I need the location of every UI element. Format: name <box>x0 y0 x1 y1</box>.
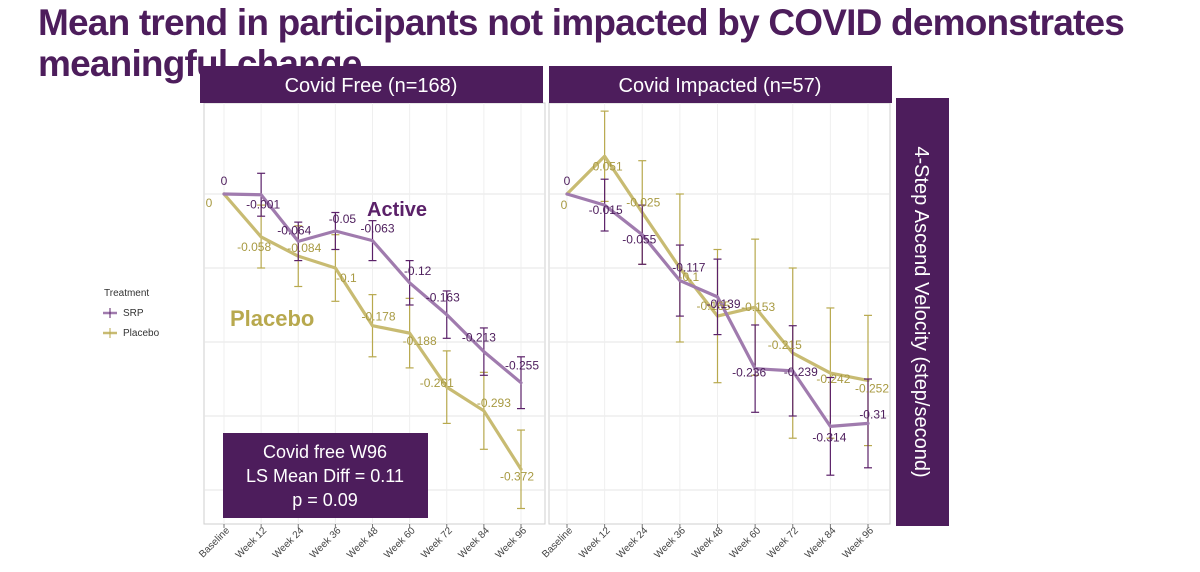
data-label-srp: -0.255 <box>505 359 539 373</box>
series-srp-panel-1 <box>565 178 872 476</box>
y-axis-banner <box>896 98 949 526</box>
x-tick-label: Baseline <box>197 525 232 560</box>
series-line-placebo <box>222 192 523 471</box>
data-label-srp: -0.163 <box>426 291 460 305</box>
ls-mean-note-box <box>223 433 428 518</box>
data-label-placebo: -0.242 <box>816 372 850 386</box>
data-label-srp: -0.236 <box>732 366 766 380</box>
data-label-srp: 0 <box>564 174 571 188</box>
x-tick-label: Baseline <box>540 525 575 560</box>
data-label-placebo: -0.293 <box>477 396 511 410</box>
data-label-srp: -0.139 <box>706 297 740 311</box>
data-label-placebo: -0.252 <box>855 381 889 395</box>
data-label-srp: 0 <box>221 174 228 188</box>
note-line-2: LS Mean Diff = 0.11 <box>246 466 404 486</box>
x-tick-label: Week 96 <box>841 525 877 561</box>
y-axis-label: 4-Step Ascend Velocity (step/second) <box>910 146 932 477</box>
x-tick-label: Week 12 <box>577 525 613 561</box>
data-label-placebo: -0.1 <box>336 271 357 285</box>
x-tick-label: Week 36 <box>652 525 688 561</box>
placebo-annotation: Placebo <box>230 306 314 331</box>
x-tick-label: Week 72 <box>765 525 801 561</box>
x-tick-label: Week 12 <box>234 525 270 561</box>
data-label-srp: -0.015 <box>589 203 623 217</box>
data-label-placebo: -0.025 <box>626 196 660 210</box>
series-line-srp <box>565 192 870 428</box>
data-label-layer: 0 -0.058 -0.084 -0.1 -0.178 -0.188 -0.261 -0.29… <box>206 159 890 483</box>
data-label-placebo: -0.372 <box>500 469 534 483</box>
facet-banner-covid-impacted <box>549 66 892 103</box>
legend-item-srp: SRP <box>103 308 144 319</box>
data-label-srp: -0.31 <box>859 407 887 421</box>
data-label-srp: -0.05 <box>329 212 357 226</box>
x-tick-label: Week 84 <box>456 525 492 561</box>
data-label-placebo: -0.165 <box>696 299 730 313</box>
data-label-placebo: 0 <box>206 196 213 210</box>
data-label-srp: -0.055 <box>622 233 656 247</box>
series-srp-panel-0 <box>222 172 525 410</box>
x-tick-label: Week 24 <box>615 525 651 561</box>
data-label-placebo: -0.261 <box>420 376 454 390</box>
data-label-srp: -0.12 <box>404 264 432 278</box>
data-label-placebo: -0.1 <box>679 270 700 284</box>
data-label-srp: -0.117 <box>672 261 705 275</box>
x-tick-label: Week 48 <box>345 525 381 561</box>
x-tick-label: Week 60 <box>728 525 764 561</box>
x-tick-label: Week 84 <box>803 525 839 561</box>
data-label-srp: -0.001 <box>246 198 280 212</box>
x-tick-label: Week 36 <box>308 525 344 561</box>
series-layer <box>222 110 872 510</box>
legend-placebo-label: Placebo <box>123 328 160 339</box>
x-tick-label: Week 72 <box>419 525 455 561</box>
data-label-srp: -0.213 <box>462 331 496 345</box>
active-annotation: Active <box>367 199 427 221</box>
data-label-placebo: -0.153 <box>741 300 775 314</box>
facet-title-covid-impacted: Covid Impacted (n=57) <box>619 75 822 97</box>
facet-banner-covid-free <box>200 66 543 103</box>
data-label-placebo: -0.178 <box>361 310 395 324</box>
data-label-placebo: 0 <box>561 198 568 212</box>
x-tick-label: Week 96 <box>494 525 530 561</box>
note-line-1: Covid free W96 <box>263 442 387 462</box>
data-label-placebo: 0.051 <box>593 159 623 173</box>
data-label-srp: -0.063 <box>360 222 394 236</box>
note-line-3: p = 0.09 <box>292 490 358 510</box>
x-tick-label: Week 48 <box>690 525 726 561</box>
slide-title: Mean trend in participants not impacted … <box>38 2 1125 84</box>
x-tick-label: Week 60 <box>382 525 418 561</box>
plot-panel-1 <box>548 102 891 525</box>
legend-item-placebo: Placebo <box>103 328 160 339</box>
data-label-placebo: -0.058 <box>237 240 271 254</box>
legend-srp-label: SRP <box>123 308 144 319</box>
series-line-srp <box>222 192 523 385</box>
legend-title: Treatment <box>104 288 149 299</box>
data-label-srp: -0.239 <box>784 365 818 379</box>
data-label-placebo: -0.215 <box>768 338 802 352</box>
data-label-srp: -0.064 <box>277 223 311 237</box>
data-label-placebo: -0.084 <box>287 241 321 255</box>
facet-title-covid-free: Covid Free (n=168) <box>285 75 458 97</box>
x-tick-label: Week 24 <box>271 525 307 561</box>
x-tick-layer: Baseline Week 12 Week 24 Week 36 Week 48 Week… <box>197 524 876 561</box>
data-label-srp: -0.314 <box>812 430 846 444</box>
data-label-placebo: -0.188 <box>403 334 437 348</box>
